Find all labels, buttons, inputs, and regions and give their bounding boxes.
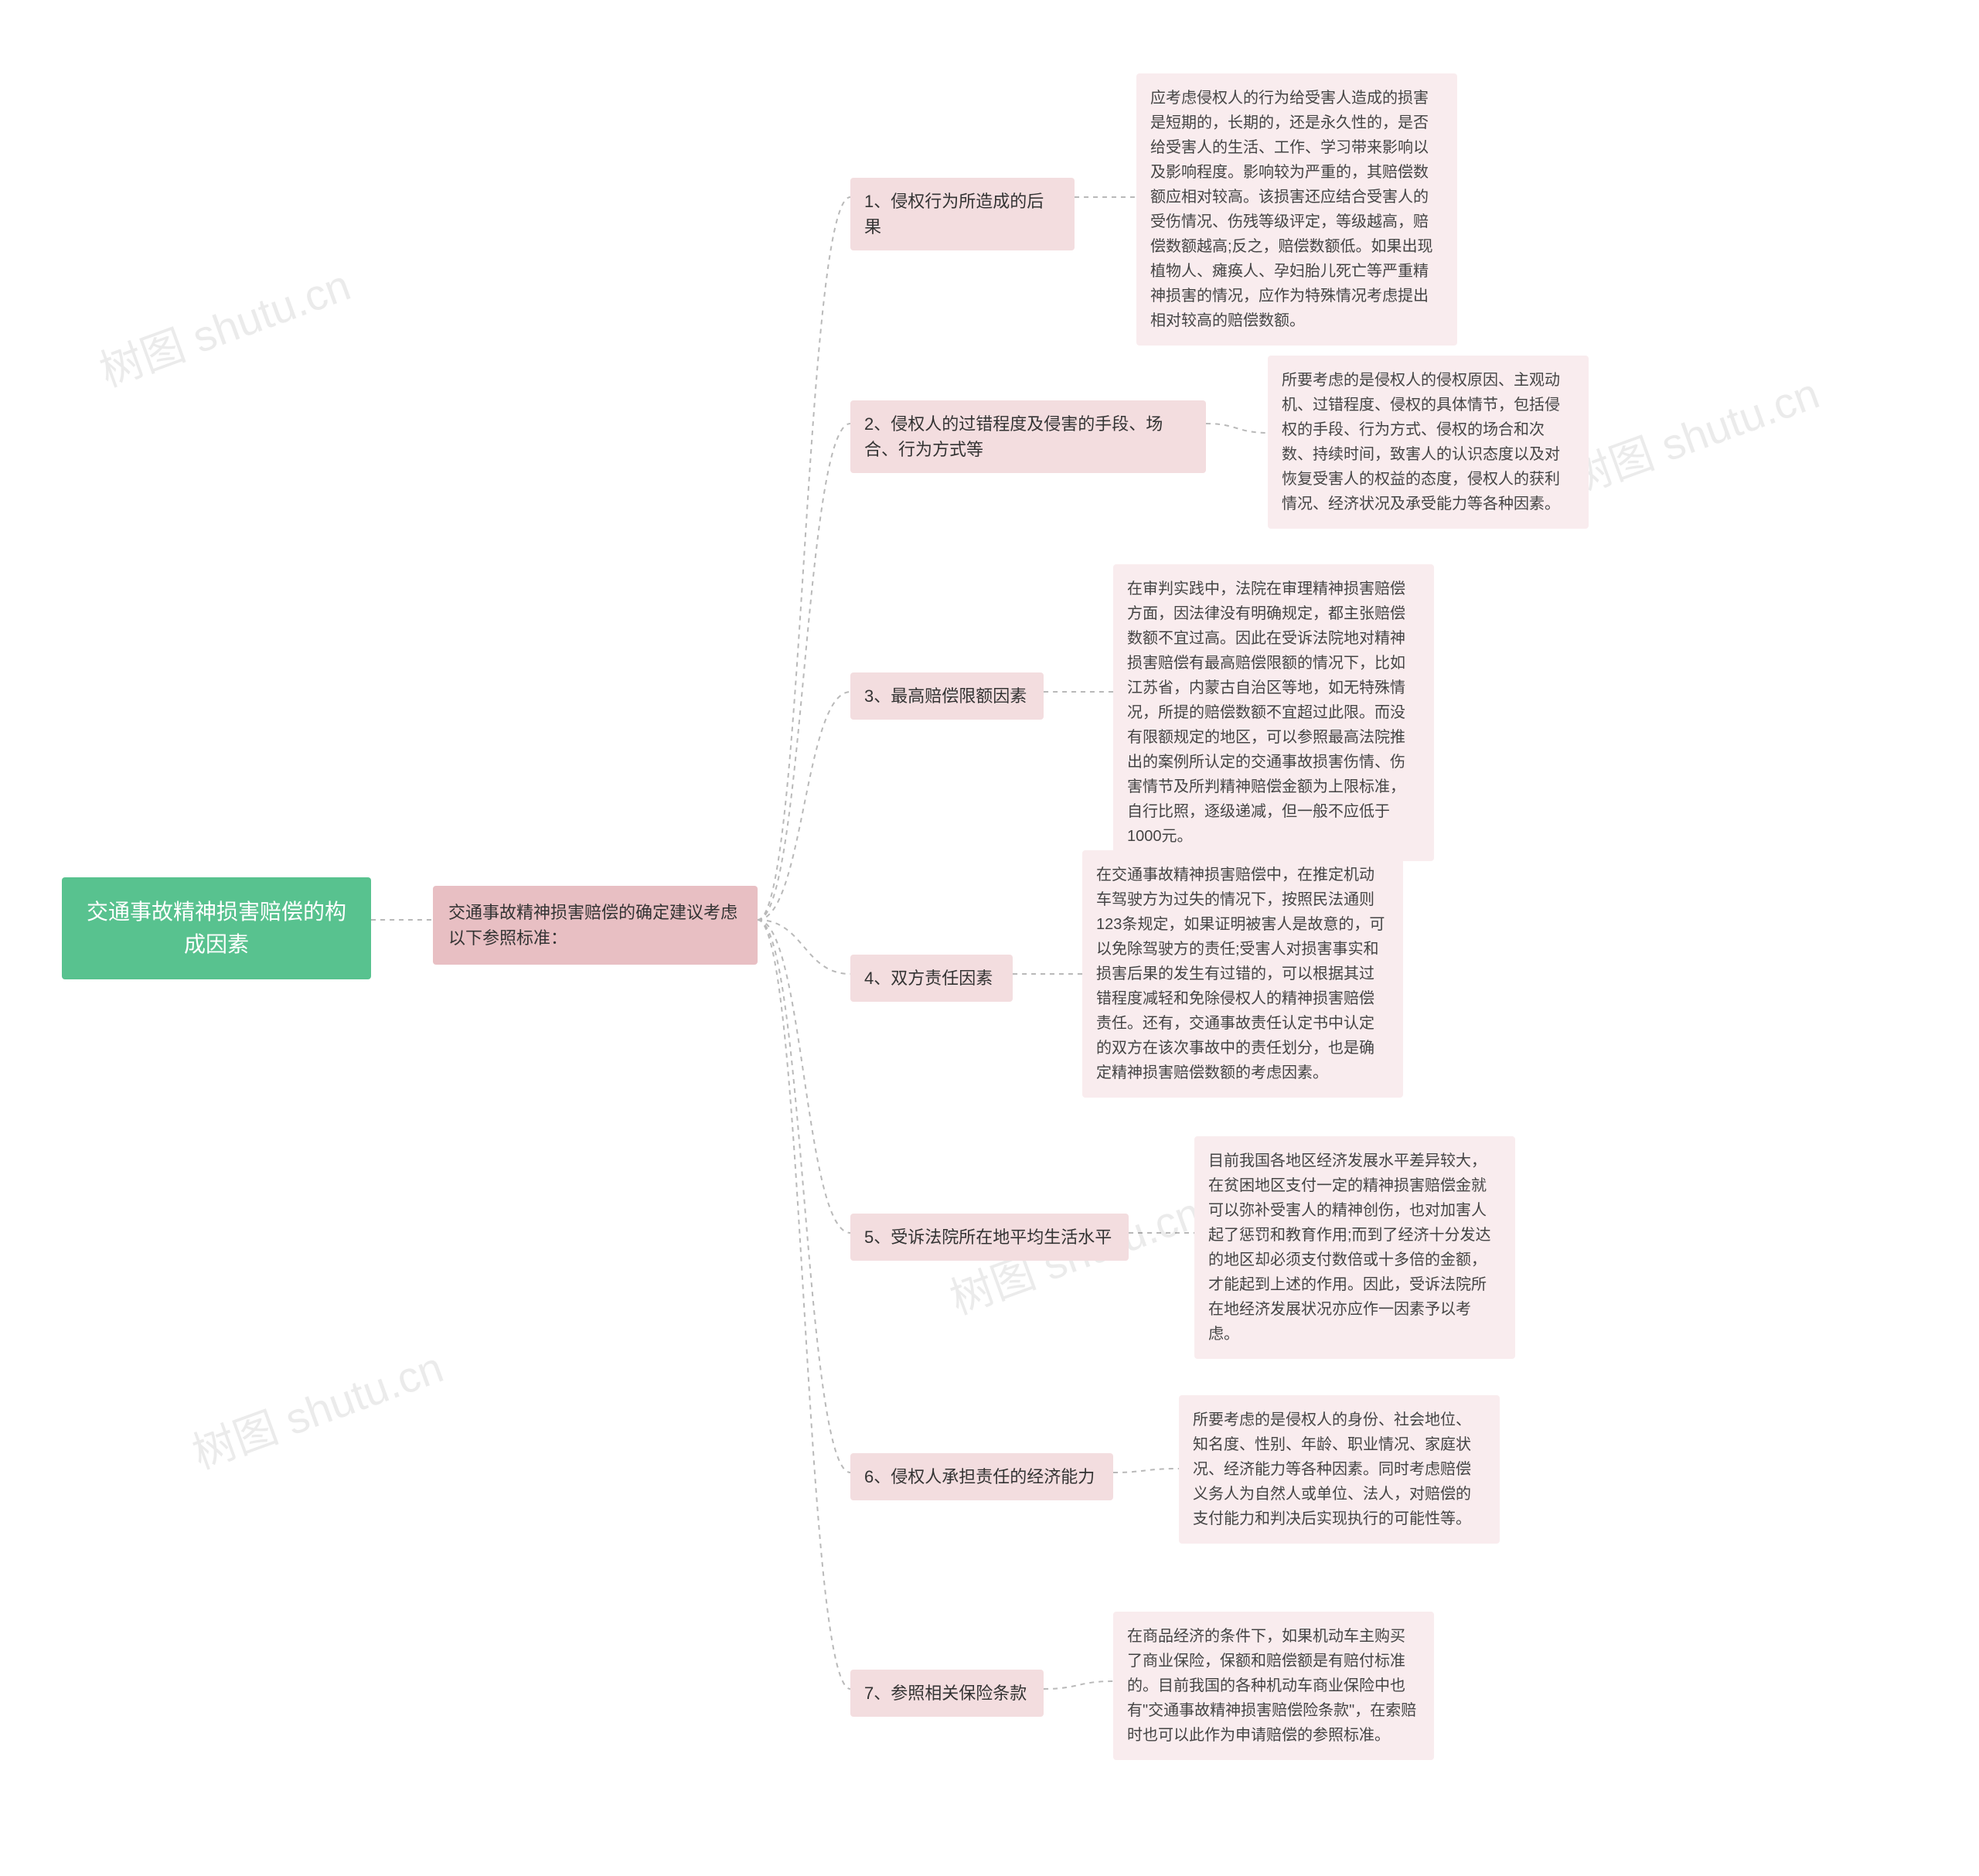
level3-node-1[interactable]: 应考虑侵权人的行为给受害人造成的损害是短期的，长期的，还是永久性的，是否给受害人… (1136, 73, 1457, 346)
level2-node-7[interactable]: 7、参照相关保险条款 (850, 1670, 1044, 1717)
level3-node-2[interactable]: 所要考虑的是侵权人的侵权原因、主观动机、过错程度、侵权的具体情节，包括侵权的手段… (1268, 356, 1589, 529)
level2-node-4[interactable]: 4、双方责任因素 (850, 955, 1013, 1002)
level3-node-5[interactable]: 目前我国各地区经济发展水平差异较大，在贫困地区支付一定的精神损害赔偿金就可以弥补… (1194, 1136, 1515, 1359)
level3-node-3[interactable]: 在审判实践中，法院在审理精神损害赔偿方面，因法律没有明确规定，都主张赔偿数额不宜… (1113, 564, 1434, 861)
watermark: 树图 shutu.cn (90, 250, 358, 399)
watermark: 树图 shutu.cn (1558, 359, 1827, 507)
level2-node-1[interactable]: 1、侵权行为所造成的后果 (850, 178, 1075, 250)
level2-node-3[interactable]: 3、最高赔偿限额因素 (850, 672, 1044, 720)
level2-node-6[interactable]: 6、侵权人承担责任的经济能力 (850, 1453, 1113, 1500)
level2-node-2[interactable]: 2、侵权人的过错程度及侵害的手段、场合、行为方式等 (850, 400, 1206, 473)
level3-node-7[interactable]: 在商品经济的条件下，如果机动车主购买了商业保险，保额和赔偿额是有赔付标准的。目前… (1113, 1612, 1434, 1760)
root-node[interactable]: 交通事故精神损害赔偿的构成因素 (62, 877, 371, 979)
level3-node-6[interactable]: 所要考虑的是侵权人的身份、社会地位、知名度、性别、年龄、职业情况、家庭状况、经济… (1179, 1395, 1500, 1544)
level1-node[interactable]: 交通事故精神损害赔偿的确定建议考虑以下参照标准： (433, 886, 758, 965)
watermark: 树图 shutu.cn (182, 1333, 451, 1481)
level2-node-5[interactable]: 5、受诉法院所在地平均生活水平 (850, 1214, 1129, 1261)
level3-node-4[interactable]: 在交通事故精神损害赔偿中，在推定机动车驾驶方为过失的情况下，按照民法通则123条… (1082, 850, 1403, 1098)
